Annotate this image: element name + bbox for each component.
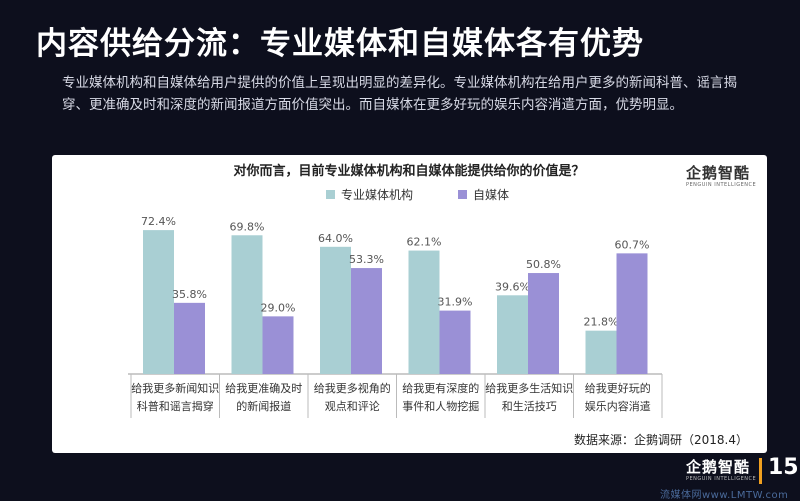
category-label-2-0: 给我更多视角的: [314, 381, 391, 395]
category-label-4-1: 和生活技巧: [502, 399, 557, 413]
bar-a-5: [585, 330, 617, 374]
legend-label-1: 自媒体: [473, 188, 509, 202]
data-label-a-1: 69.8%: [230, 220, 265, 233]
chart-watermark-logo-text: 企鹅智酷: [686, 164, 751, 182]
category-label-3-0: 给我更有深度的: [402, 381, 479, 395]
bar-b-3: [439, 310, 471, 374]
chart-watermark-logo: 企鹅智酷 PENGUIN INTELLIGENCE: [686, 162, 756, 188]
bar-b-5: [616, 253, 648, 374]
legend-swatch-1: [458, 190, 467, 199]
bar-a-2: [320, 246, 351, 374]
bar-chart: 对你而言，目前专业媒体机构和自媒体能提供给你的价值是？ 专业媒体机构 自媒体 72.4…: [128, 163, 748, 447]
category-label-5-1: 娱乐内容消遣: [585, 399, 651, 413]
chart-title: 对你而言，目前专业媒体机构和自媒体能提供给你的价值是？: [233, 163, 584, 179]
category-label-0-0: 给我更多新闻知识: [131, 381, 219, 395]
footer-logo-sub: PENGUIN INTELLIGENCE: [686, 476, 757, 482]
footer-logo-text: 企鹅智酷: [686, 458, 751, 476]
page-number-divider: [759, 458, 762, 484]
data-label-b-4: 50.8%: [526, 258, 561, 271]
chart-watermark-logo-sub: PENGUIN INTELLIGENCE: [686, 182, 757, 188]
bar-a-1: [231, 235, 263, 374]
data-label-a-2: 64.0%: [318, 232, 353, 245]
legend-swatch-0: [326, 190, 335, 199]
site-watermark: 流媒体网www.LMTW.com: [660, 490, 789, 501]
footer-logo: 企鹅智酷 PENGUIN INTELLIGENCE: [686, 456, 756, 482]
bar-a-3: [408, 250, 440, 374]
bar-b-2: [351, 268, 382, 374]
data-label-a-5: 21.8%: [584, 316, 619, 329]
category-label-1-1: 的新闻报道: [236, 399, 291, 413]
data-label-a-3: 62.1%: [407, 236, 442, 249]
data-label-a-4: 39.6%: [495, 280, 530, 293]
category-label-5-0: 给我更好玩的: [585, 381, 651, 395]
data-label-b-3: 31.9%: [438, 296, 473, 309]
category-label-1-0: 给我更准确及时: [225, 382, 302, 395]
data-label-b-0: 35.8%: [172, 288, 207, 301]
legend-label-0: 专业媒体机构: [341, 187, 413, 202]
page-number: 15: [768, 455, 799, 480]
category-label-0-1: 科普和谣言揭穿: [137, 399, 214, 413]
source-note: 数据来源：企鹅调研（2018.4）: [574, 432, 748, 447]
bar-a-4: [497, 295, 528, 374]
category-label-4-0: 给我更多生活知识: [485, 381, 573, 395]
slide-title: 内容供给分流：专业媒体和自媒体各有优势: [36, 26, 644, 62]
data-label-b-2: 53.3%: [349, 253, 384, 266]
data-label-b-1: 29.0%: [261, 301, 296, 314]
data-label-a-0: 72.4%: [141, 215, 176, 228]
chart-panel: 对你而言，目前专业媒体机构和自媒体能提供给你的价值是？ 专业媒体机构 自媒体 72.4…: [52, 155, 767, 453]
category-label-3-1: 事件和人物挖掘: [402, 399, 479, 413]
slide-description: 专业媒体机构和自媒体给用户提供的价值上呈现出明显的差异化。专业媒体机构在给用户更…: [62, 75, 737, 113]
data-label-b-5: 60.7%: [615, 238, 650, 251]
category-label-2-1: 观点和评论: [325, 399, 380, 413]
bar-b-4: [528, 273, 559, 374]
bar-a-0: [143, 230, 174, 374]
bar-b-0: [174, 302, 205, 374]
bar-b-1: [262, 316, 294, 374]
